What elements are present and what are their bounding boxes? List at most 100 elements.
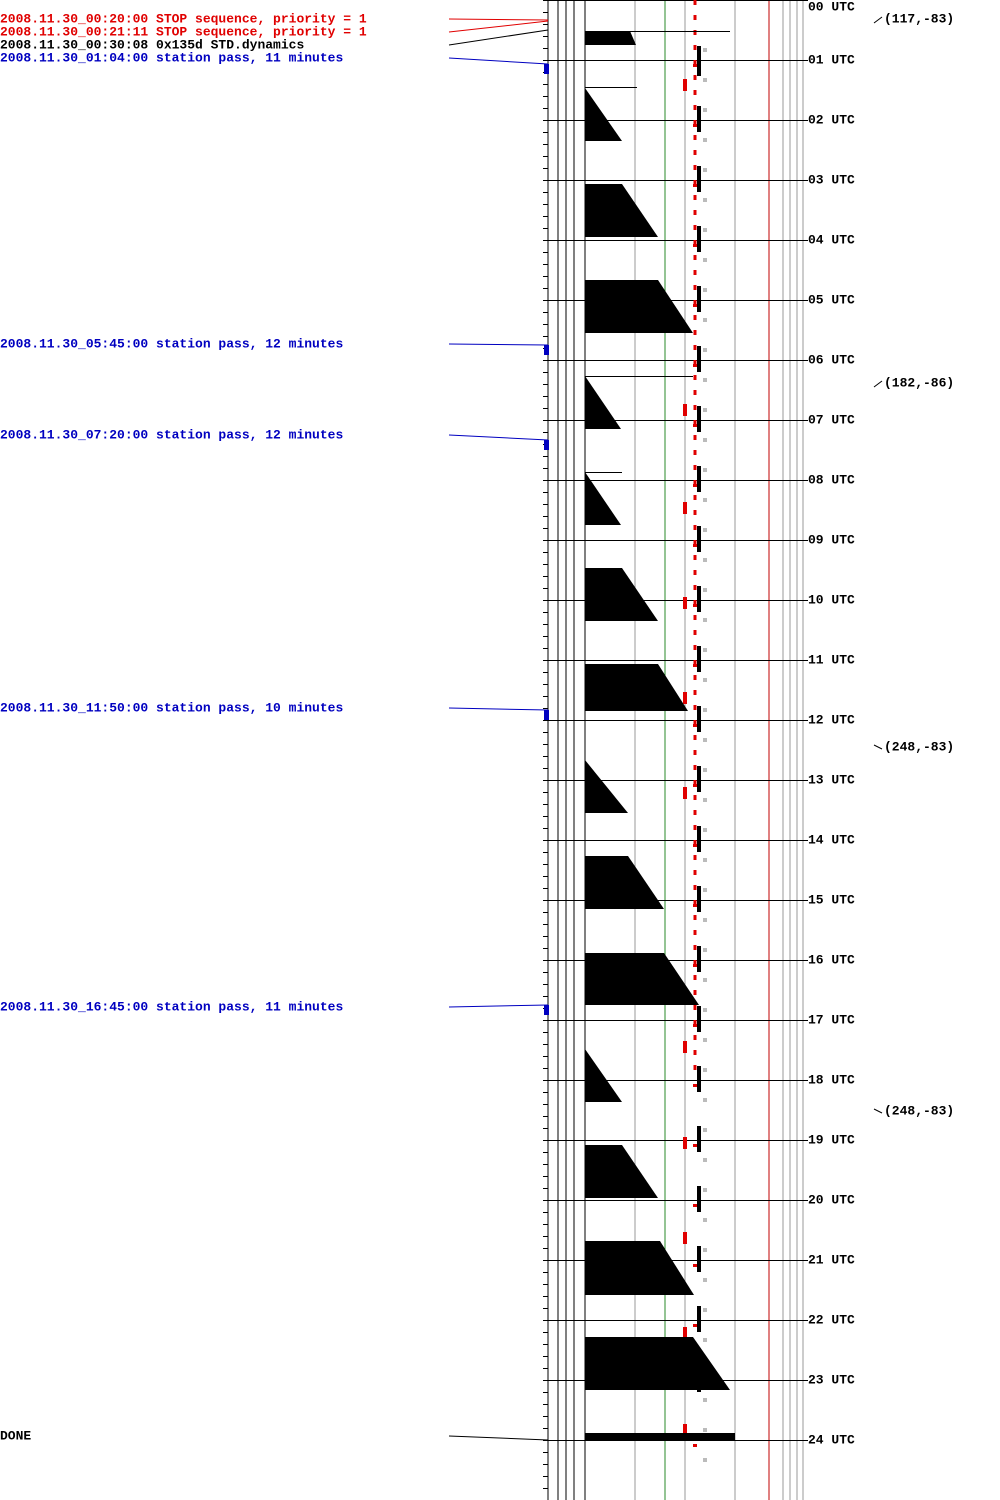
grey-tick	[703, 198, 707, 202]
grey-tick	[703, 288, 707, 292]
red-marker	[683, 1327, 687, 1339]
grey-tick	[703, 978, 707, 982]
red-tick	[693, 304, 697, 307]
event-leader	[448, 343, 549, 346]
red-tick	[693, 724, 697, 727]
red-tick	[693, 1264, 697, 1267]
grey-tick	[703, 408, 707, 412]
hour-label: 03 UTC	[808, 172, 855, 187]
hour-bar	[697, 1186, 701, 1212]
hour-label: 08 UTC	[808, 472, 855, 487]
event-marker	[544, 710, 549, 720]
annotation-tick	[873, 744, 883, 750]
grey-tick	[703, 1218, 707, 1222]
red-marker	[683, 1232, 687, 1244]
hour-label: 24 UTC	[808, 1432, 855, 1447]
grey-tick	[703, 1428, 707, 1432]
hour-bar	[697, 766, 701, 792]
grey-tick	[703, 1098, 707, 1102]
red-tick	[693, 904, 697, 907]
hour-bar	[697, 1126, 701, 1152]
red-tick	[693, 64, 697, 67]
red-marker	[683, 1424, 687, 1436]
grey-tick	[703, 438, 707, 442]
grey-tick	[703, 498, 707, 502]
grey-tick	[703, 228, 707, 232]
activity-block	[585, 1049, 622, 1102]
grey-tick	[703, 708, 707, 712]
hour-label: 11 UTC	[808, 652, 855, 667]
grey-tick	[703, 888, 707, 892]
hour-label: 07 UTC	[808, 412, 855, 427]
red-tick	[693, 784, 697, 787]
event-leader	[448, 1004, 549, 1008]
hour-label: 10 UTC	[808, 592, 855, 607]
red-tick	[693, 844, 697, 847]
event-leader	[448, 29, 549, 46]
red-marker	[683, 502, 687, 514]
activity-block	[585, 280, 693, 333]
activity-block	[585, 88, 622, 141]
activity-block	[585, 31, 636, 45]
red-tick	[693, 964, 697, 967]
event-label: 2008.11.30_05:45:00 station pass, 12 min…	[0, 336, 343, 351]
hour-bar	[697, 826, 701, 852]
red-tick	[693, 364, 697, 367]
hour-bar	[697, 646, 701, 672]
grey-tick	[703, 828, 707, 832]
grey-tick	[703, 348, 707, 352]
hour-label: 23 UTC	[808, 1372, 855, 1387]
red-tick	[693, 124, 697, 127]
annotation: (248,-83)	[884, 1103, 954, 1118]
red-marker	[683, 79, 687, 91]
hour-bar	[697, 346, 701, 372]
event-leader	[448, 57, 549, 65]
hour-bar	[697, 1006, 701, 1032]
grey-tick	[703, 588, 707, 592]
hour-label: 21 UTC	[808, 1252, 855, 1267]
hour-bar	[697, 1246, 701, 1272]
activity-block	[585, 568, 658, 621]
hour-label: 20 UTC	[808, 1192, 855, 1207]
event-marker	[544, 64, 549, 74]
annotation: (182,-86)	[884, 375, 954, 390]
grey-tick	[703, 528, 707, 532]
grey-tick	[703, 1038, 707, 1042]
grey-tick	[703, 78, 707, 82]
annotation-tick	[873, 380, 883, 388]
hour-label: 05 UTC	[808, 292, 855, 307]
red-tick	[693, 1204, 697, 1207]
red-tick	[693, 244, 697, 247]
done-leader	[448, 1435, 549, 1441]
annotation: (248,-83)	[884, 739, 954, 754]
grey-tick	[703, 738, 707, 742]
grey-tick	[703, 678, 707, 682]
event-leader	[448, 20, 549, 33]
grey-tick	[703, 948, 707, 952]
red-tick	[693, 1024, 697, 1027]
red-marker	[683, 1137, 687, 1149]
event-label: 2008.11.30_11:50:00 station pass, 10 min…	[0, 700, 343, 715]
grey-tick	[703, 1338, 707, 1342]
red-tick	[693, 424, 697, 427]
activity-block	[585, 1337, 730, 1390]
grey-tick	[703, 138, 707, 142]
activity-block	[585, 1241, 694, 1295]
grey-tick	[703, 1188, 707, 1192]
annotation-tick	[873, 1108, 883, 1114]
grey-tick	[703, 378, 707, 382]
red-tick	[693, 1084, 697, 1087]
red-marker	[683, 404, 687, 416]
hour-bar	[697, 586, 701, 612]
grey-tick	[703, 318, 707, 322]
hour-label: 09 UTC	[808, 532, 855, 547]
hour-bar	[697, 226, 701, 252]
event-leader	[448, 707, 549, 711]
hour-label: 17 UTC	[808, 1012, 855, 1027]
grey-tick	[703, 258, 707, 262]
hour-bar	[697, 946, 701, 972]
activity-block	[585, 1433, 735, 1440]
event-marker	[544, 345, 549, 355]
red-tick	[693, 1444, 697, 1447]
